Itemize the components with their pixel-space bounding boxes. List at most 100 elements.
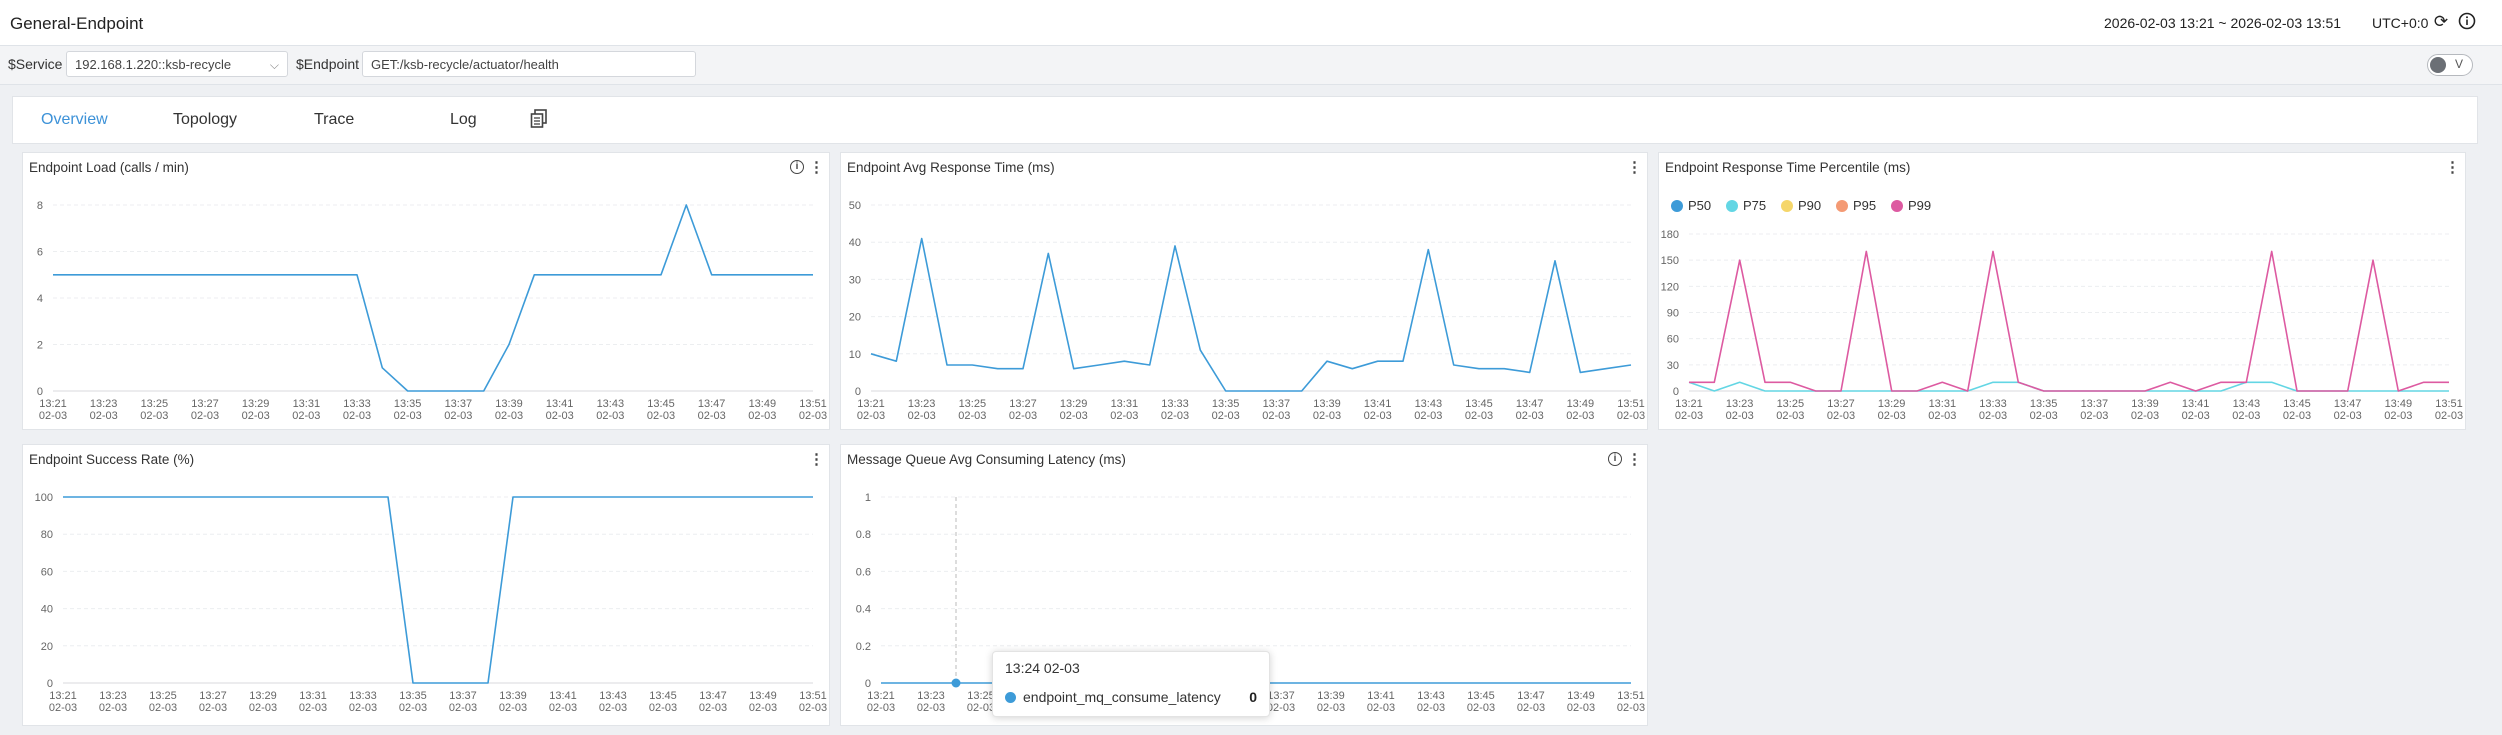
x-tick-label: 13:51 <box>799 690 827 702</box>
x-tick-label: 13:45 <box>2283 398 2311 410</box>
x-tick-label: 02-03 <box>99 702 127 714</box>
x-tick-label: 13:39 <box>1313 398 1341 410</box>
more-menu-icon[interactable]: ⋮ <box>809 451 824 468</box>
series-dot-icon <box>1005 692 1016 703</box>
x-tick-label: 02-03 <box>140 410 168 422</box>
x-tick-label: 13:33 <box>349 690 377 702</box>
x-tick-label: 02-03 <box>1567 702 1595 714</box>
x-tick-label: 13:45 <box>1467 690 1495 702</box>
x-tick-label: 13:39 <box>499 690 527 702</box>
x-tick-label: 02-03 <box>749 702 777 714</box>
x-tick-label: 13:51 <box>1617 398 1645 410</box>
x-tick-label: 02-03 <box>1317 702 1345 714</box>
legend-label: P50 <box>1688 198 1711 213</box>
x-tick-label: 02-03 <box>546 410 574 422</box>
info-icon[interactable] <box>2457 12 2477 32</box>
info-icon[interactable]: i <box>1608 452 1622 466</box>
x-tick-label: 13:47 <box>1516 398 1544 410</box>
chevron-down-icon: ⌵ <box>269 58 279 72</box>
series-line <box>1689 250 2449 392</box>
x-tick-label: 02-03 <box>495 410 523 422</box>
x-tick-label: 02-03 <box>2080 410 2108 422</box>
x-tick-label: 02-03 <box>1878 410 1906 422</box>
x-tick-label: 13:39 <box>495 398 523 410</box>
x-tick-label: 13:31 <box>1111 398 1139 410</box>
x-tick-label: 13:23 <box>1726 398 1754 410</box>
x-tick-label: 02-03 <box>1617 702 1645 714</box>
x-tick-label: 02-03 <box>1827 410 1855 422</box>
endpoint-load-panel: Endpoint Load (calls / min) i ⋮ 0 2 4 6 8 13:… <box>22 152 830 430</box>
x-tick-label: 13:25 <box>1777 398 1805 410</box>
x-tick-label: 13:51 <box>1617 690 1645 702</box>
x-tick-label: 02-03 <box>299 702 327 714</box>
success-rate-chart: 02040608010013:2102-0313:2302-0313:2502-… <box>35 492 827 714</box>
tab-log[interactable]: Log <box>450 111 477 128</box>
x-tick-label: 02-03 <box>2435 410 2463 422</box>
y-tick-label: 0.4 <box>856 604 871 616</box>
more-menu-icon[interactable]: ⋮ <box>809 159 824 176</box>
tab-overview[interactable]: Overview <box>41 111 108 128</box>
x-tick-label: 02-03 <box>199 702 227 714</box>
response-percentile-chart: 030609012015018013:2102-0313:2302-0313:2… <box>1661 198 2463 422</box>
x-tick-label: 13:45 <box>649 690 677 702</box>
tab-trace[interactable]: Trace <box>314 111 355 128</box>
x-tick-label: 13:41 <box>546 398 574 410</box>
x-tick-label: 13:25 <box>141 398 169 410</box>
more-menu-icon[interactable]: ⋮ <box>1627 451 1642 468</box>
panel-title: Message Queue Avg Consuming Latency (ms) <box>847 452 1126 467</box>
avg-response-time-panel: Endpoint Avg Response Time (ms) ⋮ 0 10 20 3… <box>840 152 1648 430</box>
x-tick-label: 13:43 <box>1415 398 1443 410</box>
time-range-picker[interactable]: 2026-02-03 13:21 ~ 2026-02-03 13:51 <box>2104 15 2342 31</box>
refresh-icon[interactable]: ⟳ <box>2433 12 2449 31</box>
copy-icon[interactable] <box>530 109 548 134</box>
x-tick-label: 02-03 <box>1267 702 1295 714</box>
y-tick-label: 0 <box>1673 386 1679 398</box>
x-tick-label: 02-03 <box>1417 702 1445 714</box>
info-icon[interactable]: i <box>790 160 804 174</box>
x-tick-label: 13:49 <box>1567 398 1595 410</box>
endpoint-input[interactable]: GET:/ksb-recycle/actuator/health <box>362 51 696 77</box>
tab-bar: Overview Topology Trace Log <box>12 96 2478 144</box>
x-tick-label: 13:23 <box>908 398 936 410</box>
x-tick-label: 13:43 <box>2233 398 2261 410</box>
x-tick-label: 13:23 <box>917 690 945 702</box>
x-tick-label: 02-03 <box>1726 410 1754 422</box>
x-tick-label: 13:37 <box>2081 398 2109 410</box>
x-tick-label: 02-03 <box>1467 702 1495 714</box>
x-tick-label: 13:27 <box>191 398 219 410</box>
endpoint-load-chart: 0246813:2102-0313:2302-0313:2502-0313:27… <box>37 200 827 422</box>
tooltip-value: 0 <box>1249 689 1257 705</box>
x-tick-label: 13:37 <box>1263 398 1291 410</box>
y-tick-label: 150 <box>1661 255 1679 267</box>
legend-dot <box>1726 200 1738 212</box>
panel-title: Endpoint Success Rate (%) <box>29 452 195 467</box>
y-tick-label: 50 <box>849 200 861 212</box>
x-tick-label: 02-03 <box>39 410 67 422</box>
x-tick-label: 13:27 <box>199 690 227 702</box>
x-tick-label: 02-03 <box>867 702 895 714</box>
x-tick-label: 02-03 <box>857 410 885 422</box>
x-tick-label: 02-03 <box>1110 410 1138 422</box>
more-menu-icon[interactable]: ⋮ <box>2445 159 2460 176</box>
y-tick-label: 8 <box>37 200 43 212</box>
more-menu-icon[interactable]: ⋮ <box>1627 159 1642 176</box>
timezone-label[interactable]: UTC+0:0 <box>2372 15 2429 31</box>
legend-label: P90 <box>1798 198 1821 213</box>
service-select[interactable]: 192.168.1.220::ksb-recycle ⌵ <box>66 51 288 77</box>
y-tick-label: 30 <box>1667 360 1679 372</box>
x-tick-label: 02-03 <box>799 410 827 422</box>
x-tick-label: 02-03 <box>1516 410 1544 422</box>
x-tick-label: 02-03 <box>2030 410 2058 422</box>
x-tick-label: 02-03 <box>242 410 270 422</box>
theme-toggle[interactable]: V <box>2427 54 2473 76</box>
x-tick-label: 13:35 <box>2030 398 2058 410</box>
x-tick-label: 13:37 <box>449 690 477 702</box>
x-tick-label: 13:51 <box>2435 398 2463 410</box>
x-tick-label: 13:27 <box>1009 398 1037 410</box>
tab-topology[interactable]: Topology <box>173 111 238 128</box>
mq-latency-panel: Message Queue Avg Consuming Latency (ms)… <box>840 444 1648 726</box>
x-tick-label: 13:35 <box>1212 398 1240 410</box>
endpoint-label: $Endpoint <box>296 56 360 72</box>
x-tick-label: 02-03 <box>394 410 422 422</box>
x-tick-label: 02-03 <box>349 702 377 714</box>
